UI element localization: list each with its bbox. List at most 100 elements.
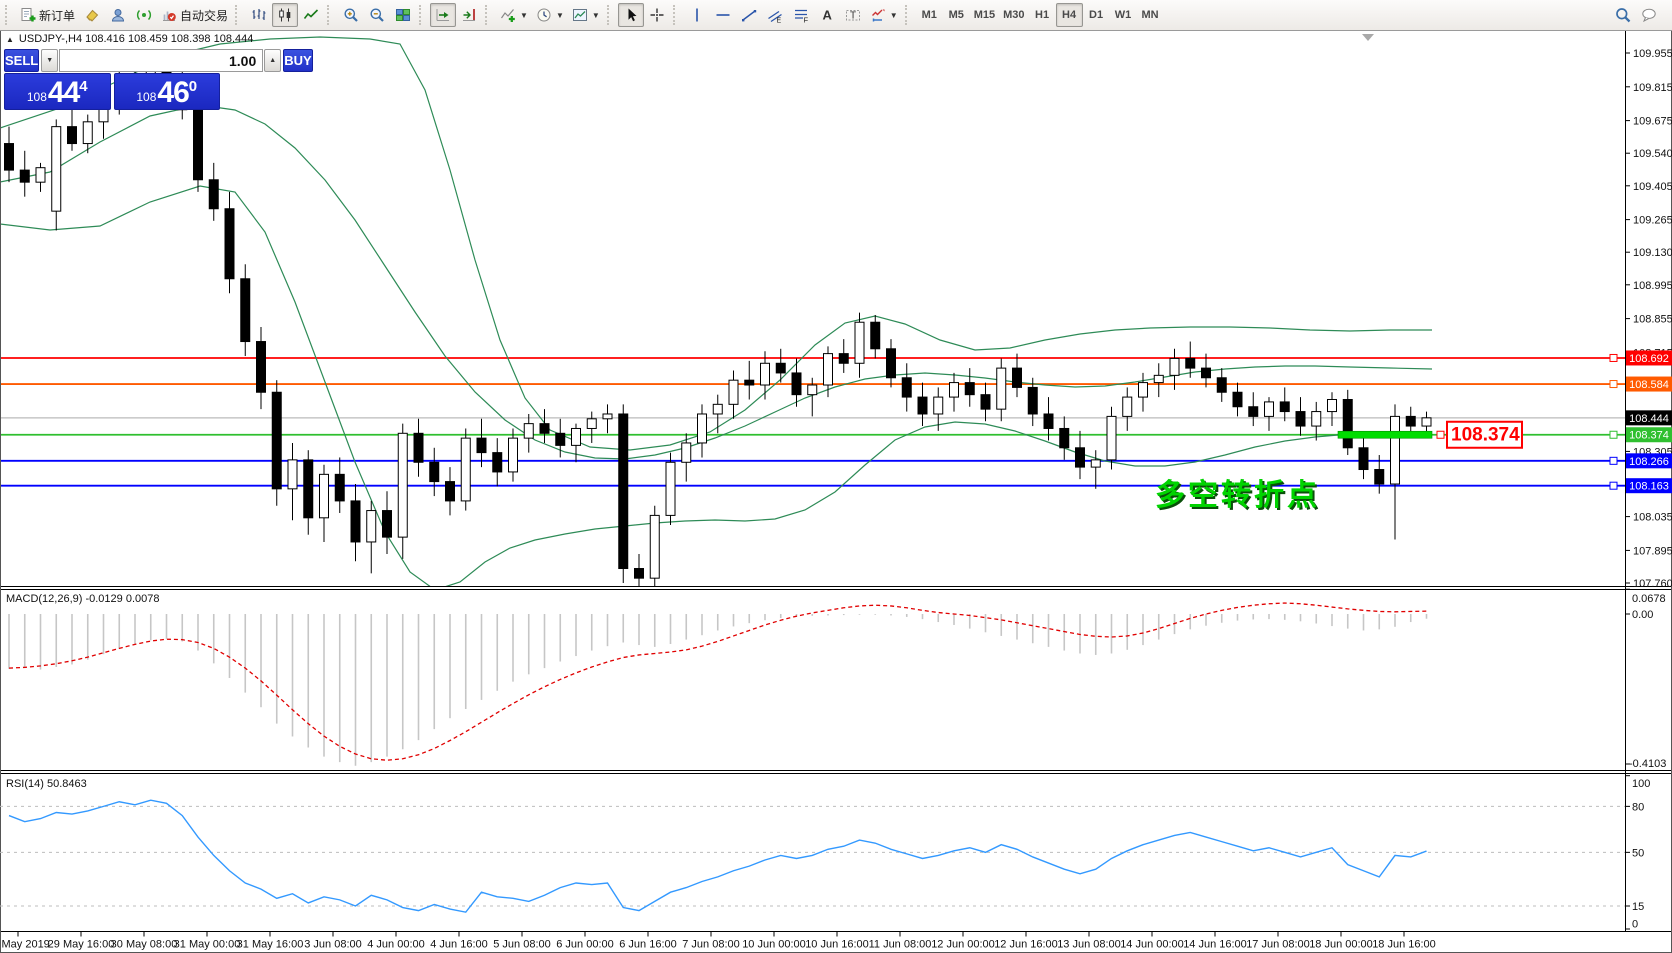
chart-window: 108.374 109.955 109.815 109.675 109.540 109.4…	[0, 30, 1672, 953]
timeframe-h4-button[interactable]: H4	[1055, 3, 1083, 27]
collapse-quote-icon[interactable]: ▲	[6, 34, 14, 44]
sell-button[interactable]: SELL	[4, 49, 40, 72]
chart-annotation-text[interactable]: 多空转折点	[1155, 479, 1320, 512]
trendline-icon	[741, 10, 756, 22]
dropdown-caret-icon[interactable]: ▼	[889, 10, 898, 20]
periods-button[interactable]: ▼	[532, 3, 568, 27]
svg-text:0.0678: 0.0678	[1632, 593, 1666, 605]
volume-increase-button[interactable]: ▲	[264, 49, 282, 72]
zoom-in-icon	[344, 8, 358, 22]
trend-segment[interactable]	[1337, 430, 1445, 439]
auto-trading-label: 自动交易	[180, 8, 229, 23]
chart-bars-icon	[252, 9, 266, 20]
toolbar-grip[interactable]	[327, 5, 334, 25]
hline-108.692[interactable]	[0, 353, 1625, 362]
svg-text:T: T	[850, 11, 856, 22]
svg-text:6 Jun 16:00: 6 Jun 16:00	[619, 939, 677, 951]
svg-text:108.374: 108.374	[1451, 425, 1520, 446]
timeframe-mn-button[interactable]: MN	[1137, 3, 1164, 27]
search-button[interactable]	[1610, 3, 1636, 27]
line-chart-mode-button[interactable]	[298, 3, 324, 27]
chart-shift-marker-icon[interactable]	[1362, 34, 1374, 41]
market-signal-button[interactable]	[131, 3, 157, 27]
macd-panel[interactable]: MACD(12,26,9) -0.0129 0.0078 0.0678 0.00 -0…	[6, 588, 1666, 770]
timeframe-m5-button[interactable]: M5	[943, 3, 970, 27]
indicators-button[interactable]: ▼	[496, 3, 532, 27]
text-label-button[interactable]: T	[840, 3, 866, 27]
svg-text:100: 100	[1632, 778, 1650, 790]
candlestick-mode-button[interactable]	[272, 3, 299, 27]
chat-button[interactable]	[1636, 3, 1662, 27]
fibonacci-button[interactable]: F	[788, 3, 814, 27]
tile-windows-button[interactable]	[390, 3, 416, 27]
text-button[interactable]: A	[814, 3, 840, 27]
svg-text:29 May 2019: 29 May 2019	[0, 939, 50, 951]
zoom-in-button[interactable]	[338, 3, 364, 27]
toolbar-grip[interactable]	[235, 5, 242, 25]
buy-price-prefix: 108	[136, 90, 157, 104]
dropdown-caret-icon[interactable]: ▼	[520, 10, 528, 20]
toolbar-grip[interactable]	[419, 5, 426, 25]
equidistant-channel-button[interactable]: E	[762, 3, 788, 27]
hline-108.266[interactable]	[0, 456, 1625, 465]
svg-text:109.955: 109.955	[1633, 48, 1672, 60]
volume-decrease-button[interactable]: ▼	[41, 49, 59, 72]
toolbar-grip[interactable]	[5, 5, 12, 25]
cursor-button[interactable]	[617, 3, 644, 27]
indicators-icon	[501, 9, 515, 22]
toolbar-grip[interactable]	[672, 5, 680, 25]
timeframe-m1-button[interactable]: M1	[916, 3, 943, 27]
svg-text:108.692: 108.692	[1629, 353, 1669, 365]
trendline-button[interactable]	[736, 3, 762, 27]
signal-icon	[136, 9, 152, 21]
rsi-panel[interactable]: RSI(14) 50.8463 100 80 50 15 0	[0, 775, 1650, 931]
svg-text:13 Jun 08:00: 13 Jun 08:00	[1057, 939, 1121, 951]
dropdown-caret-icon[interactable]: ▼	[555, 10, 564, 20]
axis-price-label: 108.584	[1626, 376, 1672, 392]
buy-button[interactable]: BUY	[283, 49, 313, 72]
svg-text:6 Jun 00:00: 6 Jun 00:00	[556, 939, 614, 951]
chart-shift-button[interactable]	[456, 3, 482, 27]
sell-price-display[interactable]: 108 44 4	[4, 73, 111, 110]
toolbar-grip[interactable]	[485, 5, 492, 25]
hline-icon	[716, 14, 730, 16]
crosshair-icon	[650, 8, 664, 22]
timeframe-m15-button[interactable]: M15	[970, 3, 999, 27]
templates-button[interactable]: ▼	[568, 3, 604, 27]
bar-chart-mode-button[interactable]	[246, 3, 272, 27]
timeframe-m30-button[interactable]: M30	[999, 3, 1028, 27]
auto-trading-button[interactable]: 自动交易	[157, 3, 232, 27]
auto-scroll-button[interactable]	[430, 3, 457, 27]
shift-icon	[463, 9, 476, 21]
buy-price-big: 46	[157, 76, 189, 109]
eraser-button[interactable]	[79, 3, 105, 27]
vline-icon	[695, 8, 698, 22]
toolbar-grip[interactable]	[904, 5, 912, 25]
new-order-button[interactable]: 新订单	[16, 3, 79, 27]
toolbar-grip[interactable]	[606, 5, 614, 25]
arrows-button[interactable]: ▼	[866, 3, 902, 27]
timeframe-w1-button[interactable]: W1	[1110, 3, 1137, 27]
vertical-line-button[interactable]	[684, 3, 710, 27]
buy-price-display[interactable]: 108 46 0	[113, 73, 220, 110]
bollinger-middle-band	[0, 104, 1433, 460]
svg-text:7 Jun 08:00: 7 Jun 08:00	[682, 939, 740, 951]
svg-text:107.895: 107.895	[1633, 545, 1672, 557]
dropdown-caret-icon[interactable]: ▼	[591, 10, 600, 20]
chart-canvas[interactable]: 108.374 109.955 109.815 109.675 109.540 109.4…	[0, 30, 1672, 953]
svg-text:108.995: 108.995	[1633, 280, 1672, 292]
zoom-out-button[interactable]	[364, 3, 390, 27]
cursor-icon	[628, 8, 637, 22]
price-callout[interactable]: 108.374	[1446, 420, 1523, 449]
horizontal-line-button[interactable]	[710, 3, 736, 27]
eraser-icon	[86, 9, 99, 22]
timeframe-h1-button[interactable]: H1	[1029, 3, 1056, 27]
timeframe-d1-button[interactable]: D1	[1083, 3, 1110, 27]
crosshair-button[interactable]	[644, 3, 670, 27]
svg-text:108.266: 108.266	[1629, 456, 1669, 468]
profile-button[interactable]	[105, 3, 131, 27]
hline-108.163[interactable]	[0, 481, 1625, 490]
autoscroll-icon	[436, 9, 450, 21]
volume-input[interactable]	[59, 49, 264, 72]
